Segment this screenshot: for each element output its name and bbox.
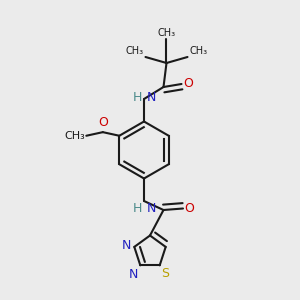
Text: O: O xyxy=(184,202,194,215)
Text: CH₃: CH₃ xyxy=(126,46,144,56)
Text: N: N xyxy=(146,91,156,104)
Text: CH₃: CH₃ xyxy=(158,28,175,38)
Text: CH₃: CH₃ xyxy=(64,131,85,141)
Text: O: O xyxy=(98,116,108,129)
Text: H: H xyxy=(133,202,142,215)
Text: H: H xyxy=(133,91,142,104)
Text: N: N xyxy=(128,268,138,281)
Text: CH₃: CH₃ xyxy=(189,46,207,56)
Text: S: S xyxy=(161,267,169,280)
Text: O: O xyxy=(183,76,193,90)
Text: N: N xyxy=(121,239,131,252)
Text: N: N xyxy=(146,202,156,215)
